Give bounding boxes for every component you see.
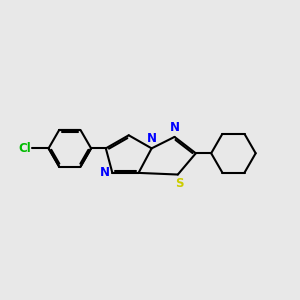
Text: N: N <box>147 132 157 145</box>
Text: Cl: Cl <box>18 142 31 155</box>
Text: N: N <box>100 167 110 179</box>
Text: N: N <box>169 121 179 134</box>
Text: S: S <box>175 177 184 190</box>
